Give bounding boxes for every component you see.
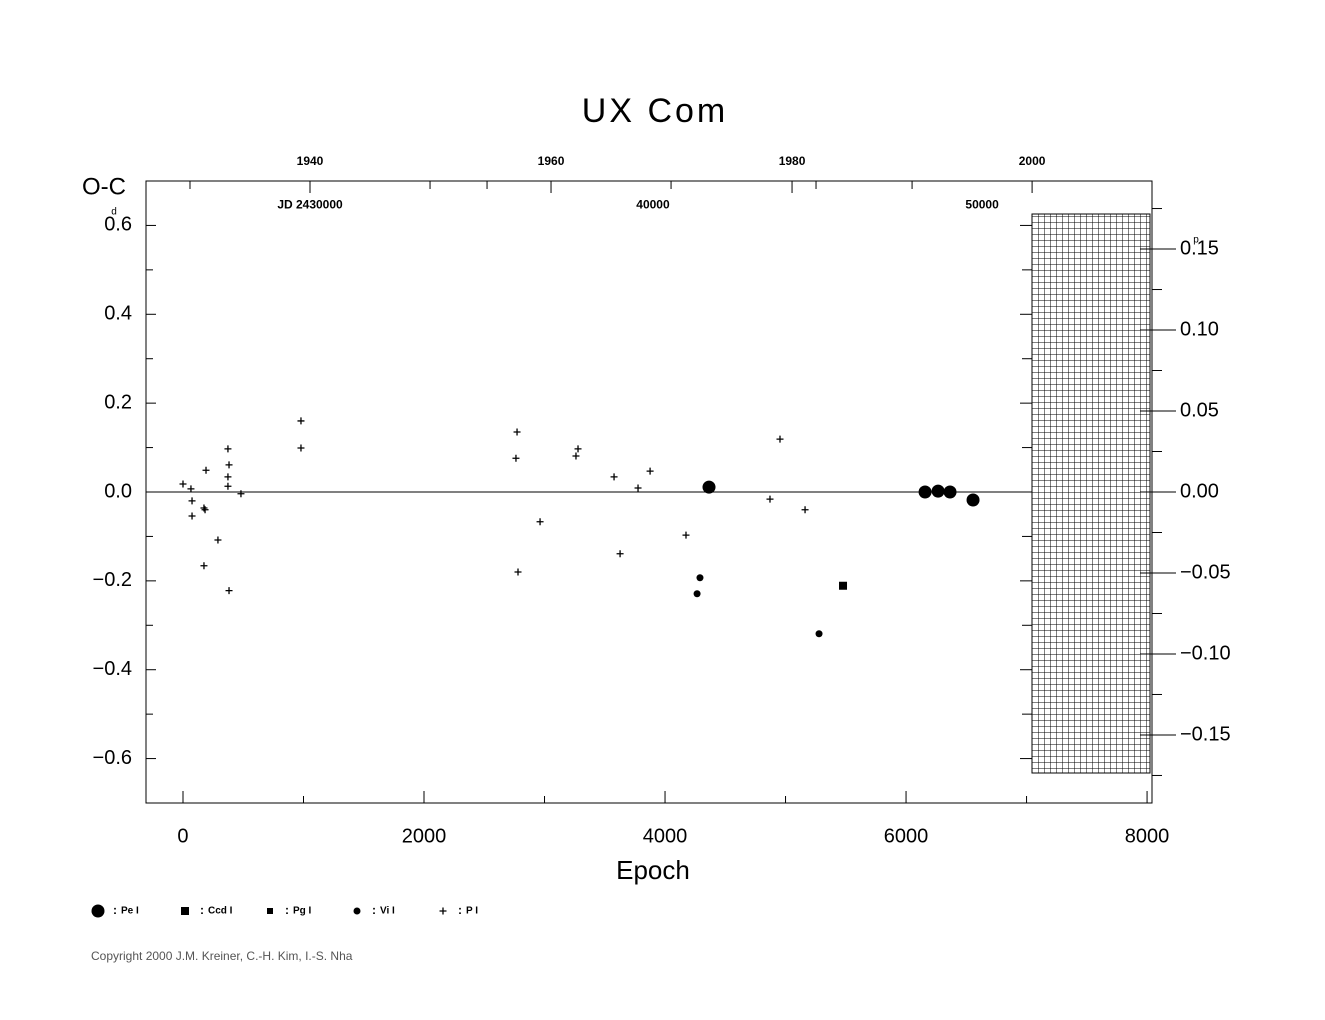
point: [943, 485, 957, 499]
chart-title: UX Com: [582, 92, 728, 130]
y2-unit: p: [1193, 235, 1199, 246]
legend-label: Vi I: [380, 906, 395, 917]
legend-symbol: [181, 907, 189, 915]
point: [514, 568, 522, 576]
point: [931, 484, 945, 498]
point: [224, 473, 232, 481]
y2-tick-label: −0.05: [1180, 561, 1231, 583]
point: [918, 485, 932, 499]
y2-tick-label: 0.05: [1180, 399, 1219, 421]
legend-symbol: [353, 907, 361, 915]
annotation: 50000: [965, 198, 999, 212]
point: [574, 445, 582, 453]
x-tick-label: 4000: [643, 825, 688, 847]
point: [702, 480, 716, 494]
legend-label: Pe I: [121, 906, 139, 917]
point: [572, 452, 580, 460]
legend-label: P I: [466, 906, 478, 917]
y-tick-label: −0.6: [93, 747, 132, 769]
point: [188, 512, 196, 520]
y-tick-label: −0.2: [93, 569, 132, 591]
point: [646, 467, 654, 475]
point: [693, 590, 701, 598]
top-tick-label: 1960: [538, 154, 565, 168]
point: [610, 473, 618, 481]
point: [297, 444, 305, 452]
x-tick-label: 8000: [1125, 825, 1170, 847]
y2-tick-label: 0.00: [1180, 480, 1219, 502]
point: [179, 480, 187, 488]
copyright: Copyright 2000 J.M. Kreiner, C.-H. Kim, …: [91, 949, 353, 963]
y-unit: d: [111, 207, 117, 218]
legend-colon: :: [372, 903, 376, 917]
point: [966, 493, 980, 507]
annotation: JD 2430000: [277, 198, 343, 212]
point: [225, 587, 233, 595]
point: [214, 536, 222, 544]
legend-colon: :: [285, 903, 289, 917]
point: [634, 484, 642, 492]
y-axis-label: O-C: [82, 173, 126, 200]
y2-tick-label: 0.10: [1180, 318, 1219, 340]
point: [536, 518, 544, 526]
top-tick-label: 1940: [297, 154, 324, 168]
y-tick-label: −0.4: [93, 658, 132, 680]
point: [201, 506, 209, 514]
point: [696, 574, 704, 582]
point: [839, 581, 848, 590]
x-tick-label: 2000: [402, 825, 447, 847]
y-tick-label: 0.2: [104, 391, 132, 413]
hatch-region: [1031, 213, 1151, 774]
point: [200, 562, 208, 570]
y2-tick-label: 0.15: [1180, 237, 1219, 259]
y-tick-label: 0.6: [104, 214, 132, 236]
y-tick-label: 0.4: [104, 303, 132, 325]
x-axis-label: Epoch: [616, 855, 690, 885]
legend-colon: :: [113, 903, 117, 917]
top-tick-label: 1980: [779, 154, 806, 168]
point: [801, 506, 809, 514]
x-tick-label: 0: [177, 825, 188, 847]
point: [297, 417, 305, 425]
point: [188, 497, 196, 505]
y2-tick-label: −0.10: [1180, 642, 1231, 664]
legend-colon: :: [458, 903, 462, 917]
y-tick-label: 0.0: [104, 480, 132, 502]
point: [513, 428, 521, 436]
point: [202, 466, 210, 474]
point: [766, 495, 774, 503]
point: [200, 504, 208, 512]
top-tick-label: 2000: [1019, 154, 1046, 168]
x-tick-label: 6000: [884, 825, 929, 847]
legend-label: Pg I: [293, 906, 312, 917]
point: [682, 531, 690, 539]
point: [815, 630, 823, 638]
legend-label: Ccd I: [208, 906, 233, 917]
point: [512, 454, 520, 462]
legend-symbol: [439, 907, 447, 915]
legend-symbol: [267, 908, 273, 914]
point: [237, 490, 245, 498]
point: [225, 461, 233, 469]
point: [224, 445, 232, 453]
y2-tick-label: −0.15: [1180, 723, 1231, 745]
point: [616, 550, 624, 558]
point: [224, 482, 232, 490]
point: [776, 435, 784, 443]
legend-symbol: [91, 904, 105, 918]
point: [187, 485, 195, 493]
annotation: 40000: [636, 198, 670, 212]
legend-colon: :: [200, 903, 204, 917]
